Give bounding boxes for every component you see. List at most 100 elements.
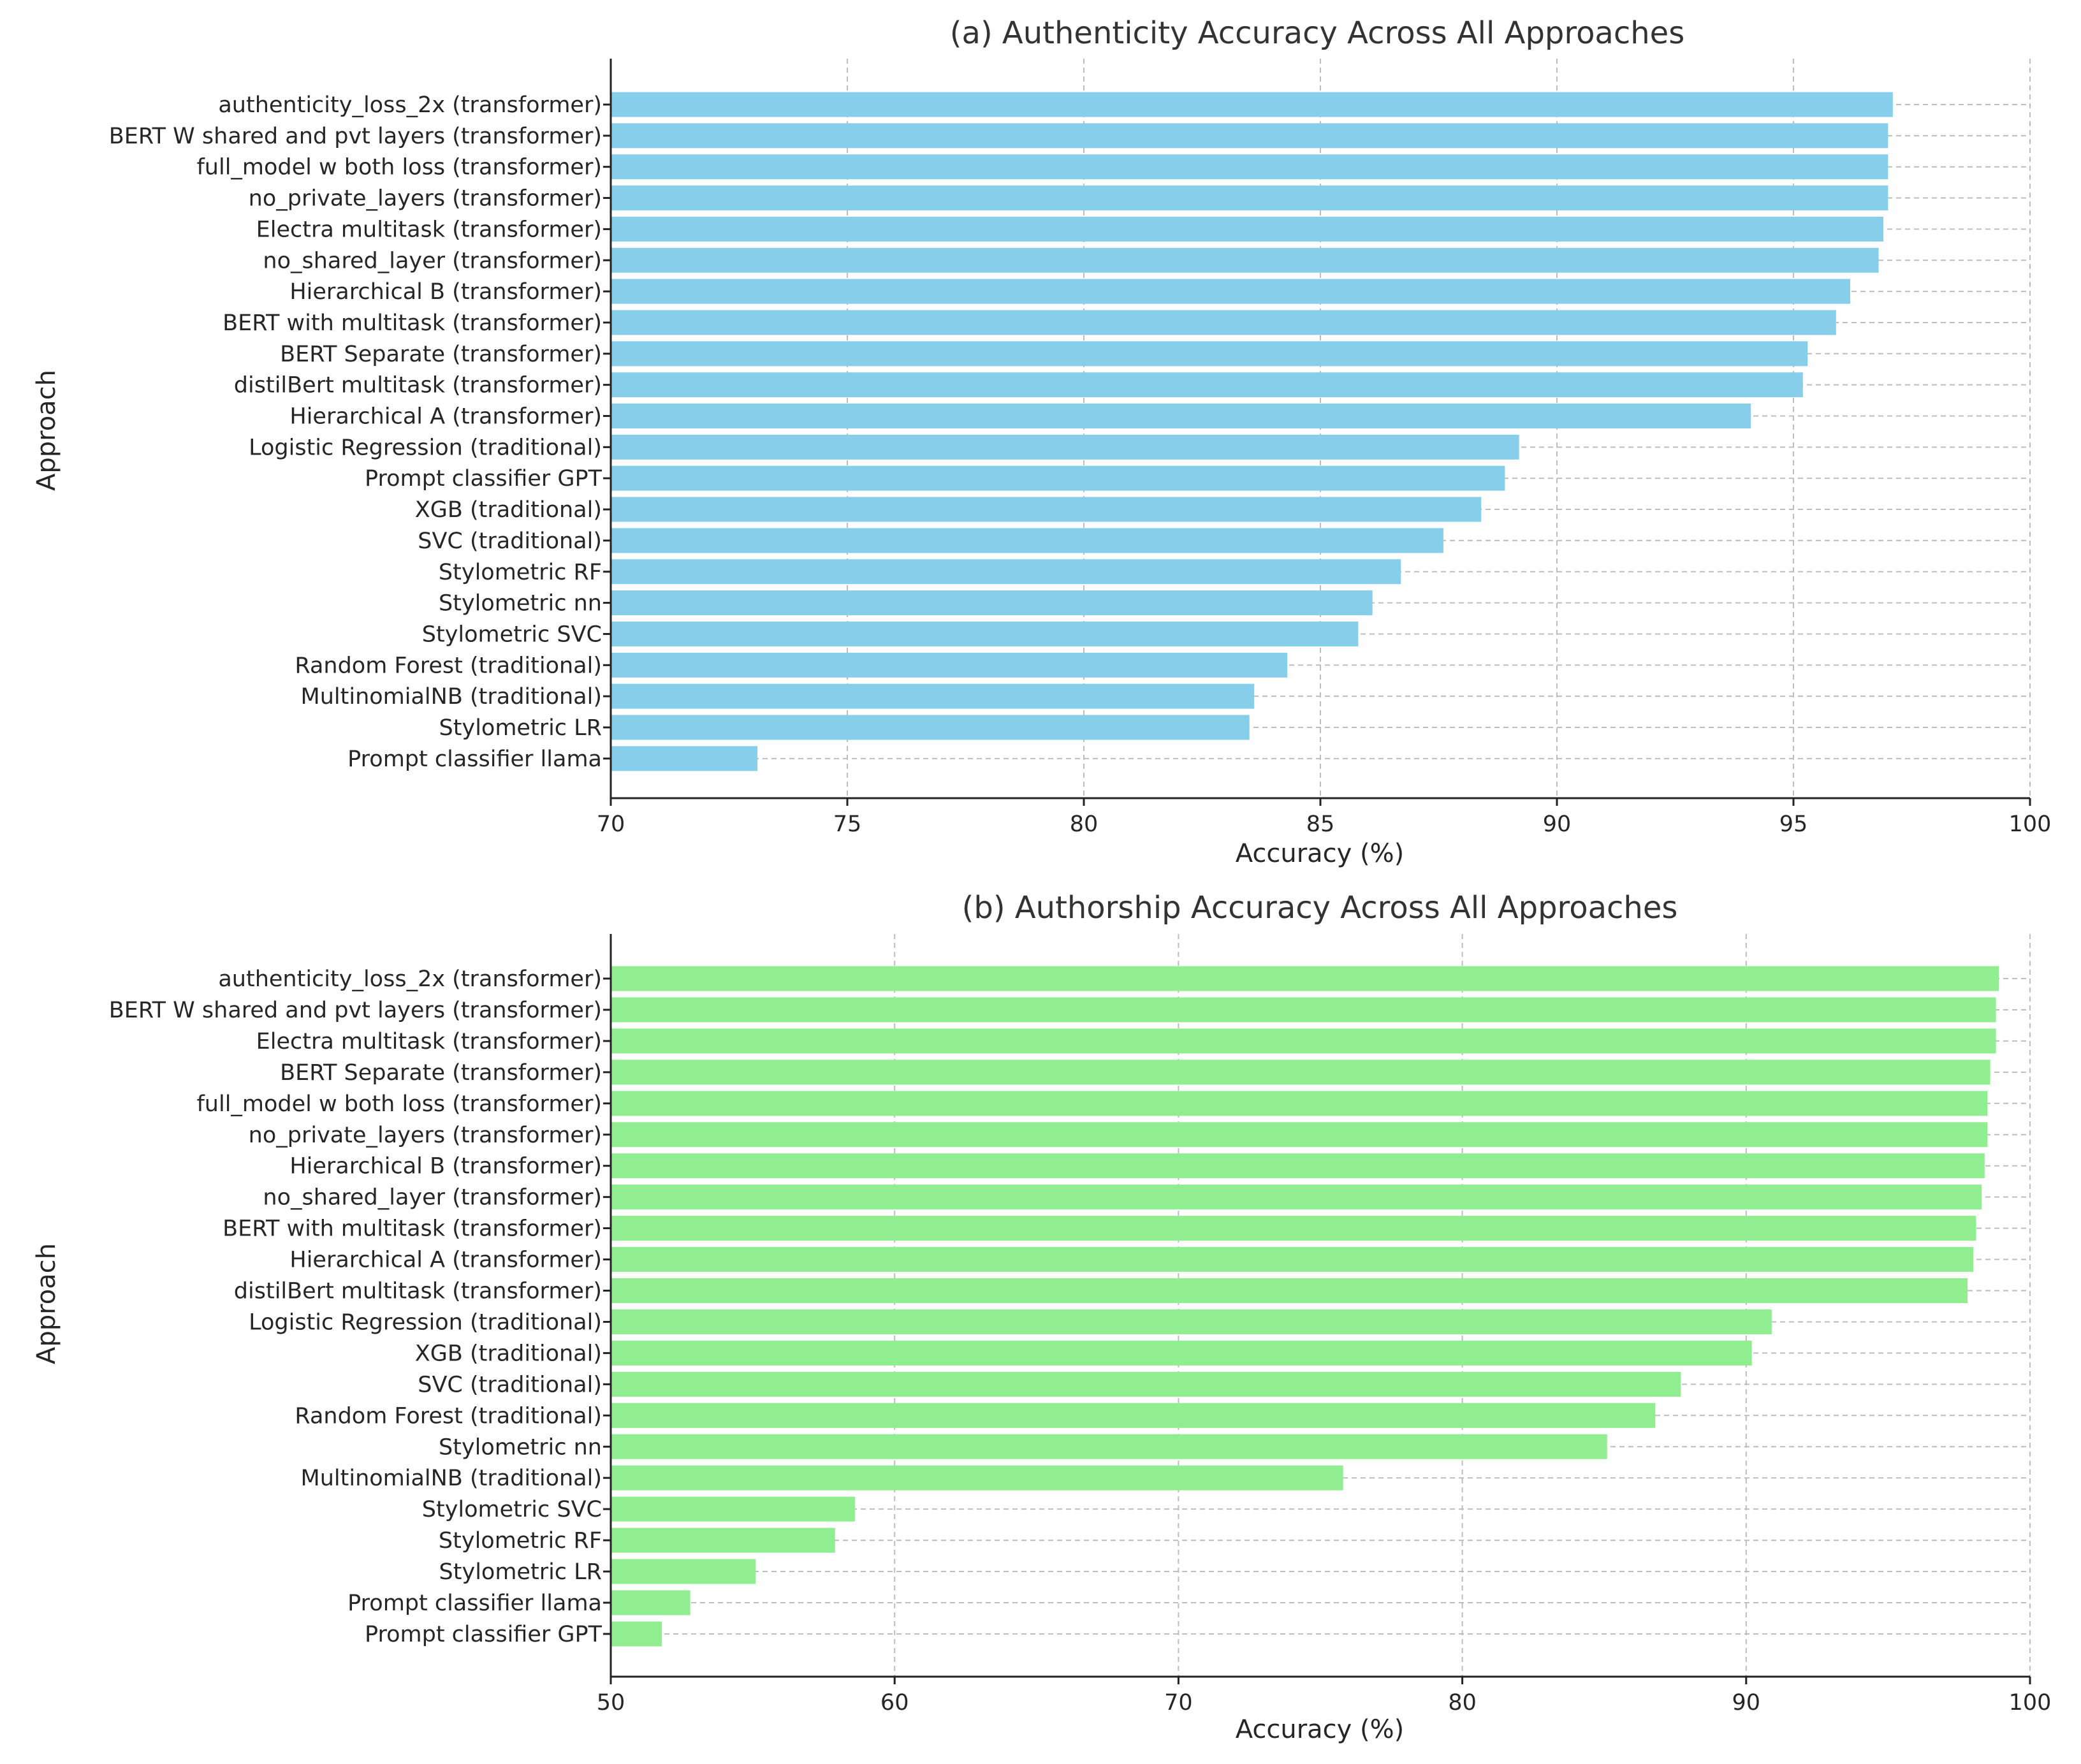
authorship-category-label: Prompt classifier GPT [365, 1622, 602, 1647]
authorship-bar [611, 1091, 1988, 1116]
authorship-bar [611, 1496, 855, 1522]
authorship-y-axis-label: Approach [32, 1243, 61, 1364]
authorship-category-label: Hierarchical B (transformer) [289, 1154, 602, 1179]
authorship-category-label: Stylometric SVC [422, 1497, 602, 1522]
authenticity-bar [611, 621, 1359, 646]
authenticity-chart-title: (a) Authenticity Accuracy Across All App… [950, 15, 1684, 51]
authenticity-category-label: Prompt classifier GPT [365, 466, 602, 492]
authorship-bar [611, 1527, 835, 1553]
authorship-bar [611, 1371, 1681, 1397]
authenticity-category-label: distilBert multitask (transformer) [234, 373, 602, 398]
authenticity-category-label: Hierarchical A (transformer) [289, 404, 602, 430]
authorship-bar [611, 1403, 1656, 1428]
authorship-category-label: Prompt classifier llama [347, 1591, 602, 1616]
authenticity-category-label: XGB (traditional) [415, 497, 602, 523]
authenticity-bar [611, 715, 1250, 740]
authenticity-category-label: Logistic Regression (traditional) [249, 435, 602, 460]
authorship-x-tick-label: 90 [1732, 1690, 1761, 1716]
authenticity-bar [611, 404, 1751, 428]
authorship-bar [611, 1060, 1990, 1085]
authorship-x-tick-label: 50 [597, 1690, 625, 1716]
authorship-category-label: MultinomialNB (traditional) [301, 1466, 602, 1491]
authorship-x-tick-label: 70 [1164, 1690, 1193, 1716]
authorship-category-label: full_model w both loss (transformer) [196, 1091, 602, 1117]
authorship-chart-title: (b) Authorship Accuracy Across All Appro… [962, 890, 1678, 926]
authenticity-bar [611, 434, 1519, 460]
authorship-bar [611, 1278, 1968, 1303]
authorship-category-label: XGB (traditional) [415, 1341, 602, 1366]
authorship-bar [611, 1559, 756, 1584]
authenticity-y-axis-label: Approach [32, 370, 61, 491]
authenticity-bar [611, 590, 1373, 616]
authenticity-category-label: Stylometric SVC [422, 622, 602, 647]
authorship-category-label: BERT W shared and pvt layers (transforme… [109, 998, 602, 1023]
authenticity-bar [611, 652, 1288, 678]
authorship-category-label: Random Forest (traditional) [295, 1403, 602, 1429]
authenticity-x-tick-label: 100 [2009, 812, 2052, 837]
authorship-category-label: SVC (traditional) [418, 1372, 602, 1397]
authenticity-x-tick-label: 80 [1070, 812, 1099, 837]
authenticity-bar [611, 683, 1255, 709]
authenticity-bar [611, 559, 1401, 585]
authenticity-category-label: BERT W shared and pvt layers (transforme… [109, 124, 602, 149]
authenticity-bar [611, 123, 1888, 149]
authorship-bar [611, 1309, 1772, 1334]
authorship-x-tick-label: 80 [1448, 1690, 1477, 1716]
authorship-x-tick-label: 100 [2009, 1690, 2052, 1716]
authenticity-category-label: Random Forest (traditional) [295, 653, 602, 678]
authenticity-x-tick-label: 70 [597, 812, 625, 837]
authenticity-bar [611, 186, 1888, 211]
authorship-category-label: Electra multitask (transformer) [256, 1029, 602, 1054]
authorship-bar [611, 997, 1996, 1023]
authorship-bar [611, 1028, 1996, 1054]
authenticity-category-label: authenticity_loss_2x (transformer) [218, 92, 602, 118]
authorship-chart-panel: (b) Authorship Accuracy Across All Appro… [32, 890, 2051, 1744]
authorship-bar [611, 1247, 1973, 1272]
authenticity-bar [611, 310, 1836, 335]
authenticity-x-tick-label: 90 [1543, 812, 1572, 837]
authenticity-category-label: no_shared_layer (transformer) [263, 248, 602, 273]
authorship-category-label: Stylometric RF [439, 1528, 602, 1554]
authorship-bar [611, 1434, 1607, 1459]
authenticity-bar [611, 92, 1893, 117]
authorship-x-axis-label: Accuracy (%) [1236, 1715, 1405, 1744]
authorship-category-label: no_private_layers (transformer) [249, 1123, 602, 1148]
authorship-category-label: BERT Separate (transformer) [280, 1060, 602, 1086]
authenticity-x-axis-label: Accuracy (%) [1236, 839, 1405, 868]
authorship-category-label: Stylometric nn [439, 1434, 602, 1460]
authorship-category-label: Stylometric LR [439, 1559, 602, 1585]
authenticity-category-label: Electra multitask (transformer) [256, 217, 602, 242]
authenticity-bar [611, 528, 1443, 553]
authenticity-category-label: BERT with multitask (transformer) [223, 310, 602, 336]
authenticity-bar [611, 279, 1851, 304]
authenticity-category-label: Stylometric LR [439, 715, 602, 741]
authorship-bar [611, 1216, 1976, 1241]
authorship-category-label: authenticity_loss_2x (transformer) [218, 966, 602, 992]
authenticity-category-label: MultinomialNB (traditional) [301, 684, 602, 710]
authenticity-bar [611, 341, 1808, 367]
authorship-bar [611, 1621, 662, 1647]
authenticity-bar [611, 497, 1482, 522]
authorship-bar [611, 1153, 1985, 1179]
authorship-bar [611, 1465, 1343, 1491]
authorship-bar [611, 1340, 1752, 1366]
authenticity-category-label: SVC (traditional) [418, 528, 602, 554]
authenticity-bar [611, 746, 758, 771]
authorship-bar [611, 1185, 1982, 1210]
authorship-category-label: BERT with multitask (transformer) [223, 1216, 602, 1242]
authorship-bar [611, 1590, 690, 1615]
authenticity-category-label: Hierarchical B (transformer) [289, 279, 602, 305]
authenticity-category-label: no_private_layers (transformer) [249, 186, 602, 212]
authorship-category-label: distilBert multitask (transformer) [234, 1279, 602, 1304]
authenticity-x-tick-label: 95 [1779, 812, 1808, 837]
authenticity-category-label: BERT Separate (transformer) [280, 342, 602, 367]
authenticity-bar [611, 216, 1883, 242]
authorship-bar [611, 966, 1999, 991]
authenticity-x-tick-label: 85 [1306, 812, 1335, 837]
authenticity-bar [611, 372, 1803, 398]
authenticity-bar [611, 465, 1505, 491]
authenticity-bar [611, 247, 1879, 273]
authenticity-category-label: full_model w both loss (transformer) [196, 155, 602, 180]
authenticity-x-tick-label: 75 [833, 812, 862, 837]
